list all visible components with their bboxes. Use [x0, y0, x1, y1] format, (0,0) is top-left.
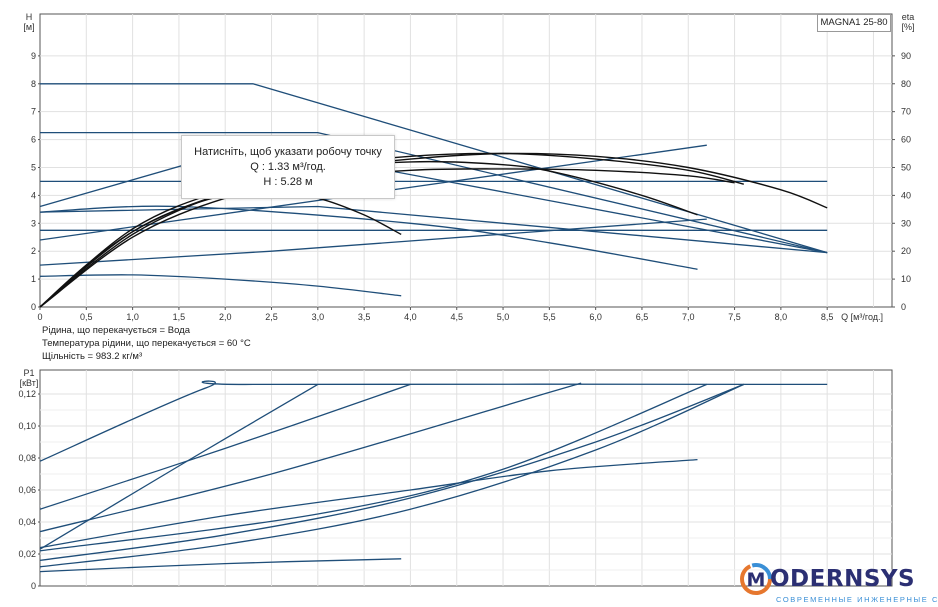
power-curve-7 [39, 383, 745, 568]
svg-text:M: M [747, 569, 766, 591]
y-tick-label: 7 [31, 107, 36, 117]
y2-tick-label: 10 [901, 274, 911, 284]
x-axis-title: Q [м³/год.] [841, 312, 883, 322]
power-curve-5 [39, 458, 698, 549]
y-tick-label: 1 [31, 274, 36, 284]
x-tick-label: 5,5 [543, 312, 556, 322]
x-tick-label: 5,0 [497, 312, 510, 322]
model-label: MAGNA1 25-80 [817, 14, 891, 32]
y-tick-label: 0,06 [18, 485, 36, 495]
x-tick-label: 2,0 [219, 312, 232, 322]
y-axis-title: H [26, 12, 33, 22]
x-tick-label: 1,0 [126, 312, 139, 322]
head-curve-1 [40, 131, 828, 254]
y2-axis-unit: [%] [901, 22, 914, 32]
y2-axis-title: eta [902, 12, 915, 22]
x-tick-label: 7,5 [728, 312, 741, 322]
x-tick-label: 0 [37, 312, 42, 322]
y2-tick-label: 60 [901, 135, 911, 145]
power-curve-8 [39, 558, 402, 573]
y2-tick-label: 0 [901, 302, 906, 312]
logo-tagline: СОВРЕМЕННЫЕ ИНЖЕНЕРНЫЕ СИСТЕМЫ [776, 595, 938, 604]
power-curve-2 [39, 383, 319, 550]
x-tick-label: 1,5 [173, 312, 186, 322]
y-tick-label: 3 [31, 218, 36, 228]
x-tick-label: 7,0 [682, 312, 695, 322]
x-tick-label: 4,0 [404, 312, 417, 322]
y2-tick-label: 30 [901, 218, 911, 228]
logo-ring-icon: M [740, 563, 772, 595]
y-tick-label: 8 [31, 79, 36, 89]
head-curve-8 [39, 218, 707, 266]
head-curve-6 [39, 205, 698, 270]
plot-frame-0 [39, 13, 893, 308]
y-tick-label: 0,04 [18, 517, 36, 527]
y-tick-label: 5 [31, 162, 36, 172]
power-curve-3 [39, 382, 582, 533]
tooltip-flow: Q : 1.33 м³/год. [250, 161, 326, 173]
head-curve-0 [40, 83, 828, 254]
y-tick-label: 0,02 [18, 549, 36, 559]
x-tick-label: 4,5 [450, 312, 463, 322]
x-tick-label: 3,0 [312, 312, 325, 322]
y-axis-unit: [кВт] [20, 378, 39, 388]
efficiency-curve-13 [39, 152, 828, 308]
x-tick-label: 0,5 [80, 312, 93, 322]
y2-tick-label: 80 [901, 79, 911, 89]
tooltip-instruction: Натисніть, щоб указати робочу точку [194, 146, 382, 158]
y-tick-label: 4 [31, 190, 36, 200]
power-curve-6 [39, 383, 745, 562]
efficiency-curve-14 [39, 168, 735, 308]
y-tick-label: 2 [31, 246, 36, 256]
tooltip-head: H : 5.28 м [263, 176, 313, 188]
y2-tick-label: 90 [901, 51, 911, 61]
y2-tick-label: 20 [901, 246, 911, 256]
power-curve-1 [39, 383, 411, 510]
y-tick-label: 0 [31, 581, 36, 591]
y2-tick-label: 70 [901, 107, 911, 117]
x-tick-label: 2,5 [265, 312, 278, 322]
y-tick-label: 9 [31, 51, 36, 61]
x-tick-label: 8,5 [821, 312, 834, 322]
x-tick-label: 3,5 [358, 312, 371, 322]
y-tick-label: 0,10 [18, 421, 36, 431]
x-tick-label: 6,5 [636, 312, 649, 322]
power-curve-0 [39, 380, 828, 462]
density-info: Щільність = 983.2 кг/м³ [42, 351, 143, 362]
x-tick-label: 6,0 [589, 312, 602, 322]
temperature-info: Температура рідини, що перекачується = 6… [42, 338, 251, 349]
y-axis-unit: [м] [23, 22, 34, 32]
head-curve-5 [39, 205, 828, 254]
y-tick-label: 0,12 [18, 389, 36, 399]
efficiency-curve-12 [39, 152, 744, 308]
y-tick-label: 0,08 [18, 453, 36, 463]
power-curve-4 [39, 383, 708, 552]
logo-word: ODERNSYS [770, 566, 916, 592]
x-tick-label: 8,0 [775, 312, 788, 322]
liquid-info: Рідина, що перекачується = Вода [42, 325, 190, 336]
y-axis-title: P1 [23, 368, 34, 378]
head-curve-9 [39, 274, 402, 297]
operating-point-tooltip[interactable]: Натисніть, щоб указати робочу точку Q : … [181, 135, 395, 199]
y-tick-label: 6 [31, 135, 36, 145]
modernsys-logo: M ODERNSYS СОВРЕМЕННЫЕ ИНЖЕНЕРНЫЕ СИСТЕМ… [738, 560, 938, 607]
y2-tick-label: 50 [901, 162, 911, 172]
y-tick-label: 0 [31, 302, 36, 312]
y2-tick-label: 40 [901, 190, 911, 200]
